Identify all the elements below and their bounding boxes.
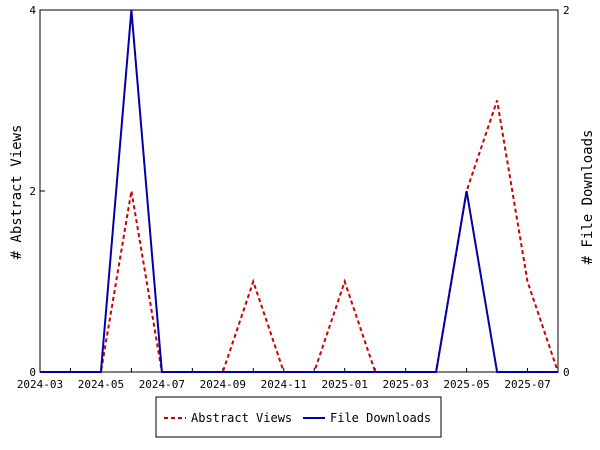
plot-area — [39, 9, 559, 373]
y-right-tick-label: 0 — [563, 366, 570, 379]
x-tick-label: 2025-03 — [382, 378, 428, 391]
legend-label-file-downloads: File Downloads — [330, 411, 431, 425]
legend-label-abstract-views: Abstract Views — [191, 411, 292, 425]
x-tick-label: 2025-07 — [504, 378, 550, 391]
x-tick-label: 2024-05 — [78, 378, 124, 391]
y-axis-right-title: # File Downloads — [580, 130, 596, 265]
legend-box — [155, 396, 442, 438]
y-right-tick-label: 2 — [563, 4, 570, 17]
legend: Abstract Views File Downloads — [155, 396, 442, 438]
y-left-tick-label: 0 — [29, 366, 36, 379]
x-tick-label: 2024-07 — [139, 378, 185, 391]
y-left-tick-label: 4 — [29, 4, 36, 17]
series-layer — [40, 9, 559, 373]
series-line-file-downloads — [40, 9, 558, 373]
x-tick-label: 2024-11 — [261, 378, 307, 391]
x-tick-label: 2025-01 — [322, 378, 368, 391]
y-left-tick-label: 2 — [29, 185, 36, 198]
x-axis: 2024-03 2024-05 2024-07 2024-09 2024-11 2025-… — [17, 368, 559, 391]
x-tick-label: 2025-05 — [443, 378, 489, 391]
y-axis-left-title: # Abstract Views — [9, 125, 25, 260]
x-tick-label: 2024-09 — [200, 378, 246, 391]
x-tick-label: 2024-03 — [17, 378, 63, 391]
